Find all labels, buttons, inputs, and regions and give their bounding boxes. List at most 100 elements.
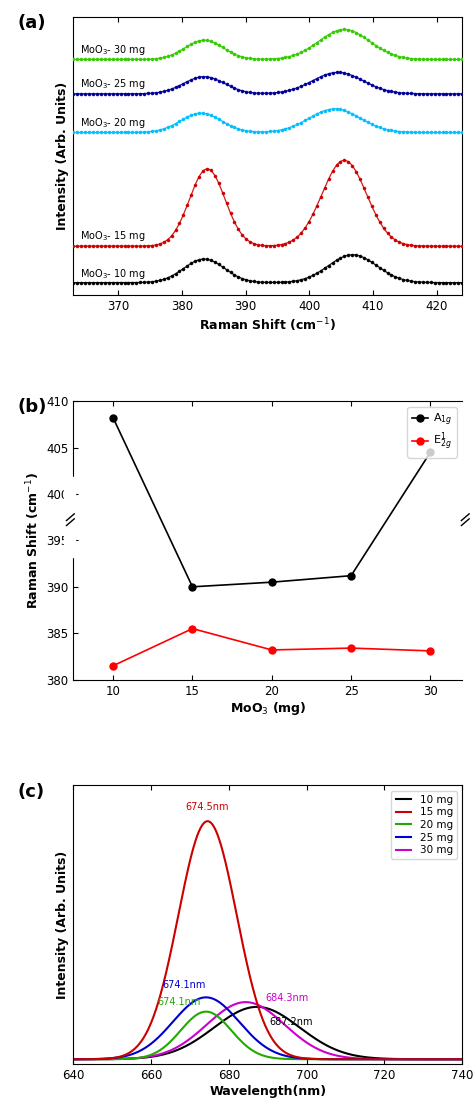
Point xyxy=(415,50,423,68)
Point xyxy=(431,123,438,141)
Point xyxy=(176,112,183,130)
Point xyxy=(117,123,124,141)
Point xyxy=(121,85,128,103)
Point xyxy=(133,123,140,141)
Y-axis label: Intensity (Arb. Units): Intensity (Arb. Units) xyxy=(56,82,69,231)
Point xyxy=(309,37,317,55)
Point xyxy=(333,157,340,175)
Point xyxy=(183,196,191,214)
Point xyxy=(148,273,156,291)
Point xyxy=(305,268,313,286)
Point xyxy=(137,273,144,291)
Point xyxy=(447,273,454,291)
Point xyxy=(364,31,372,49)
Point xyxy=(70,123,77,141)
Point xyxy=(133,273,140,291)
Point xyxy=(187,106,195,124)
Point xyxy=(305,39,313,57)
Point xyxy=(392,122,399,140)
Point xyxy=(137,50,144,68)
Point xyxy=(101,123,109,141)
Point xyxy=(274,236,282,254)
Point xyxy=(183,73,191,91)
Point xyxy=(113,50,120,68)
X-axis label: MoO$_3$ (mg): MoO$_3$ (mg) xyxy=(229,700,306,717)
Point xyxy=(231,213,238,231)
Point xyxy=(172,264,179,282)
Point xyxy=(78,273,85,291)
Point xyxy=(176,214,183,232)
Point xyxy=(109,273,117,291)
Point xyxy=(388,45,395,63)
Point xyxy=(128,85,136,103)
Point xyxy=(317,103,325,121)
Point xyxy=(235,268,242,286)
Point xyxy=(195,104,203,122)
Point xyxy=(376,119,383,137)
Point xyxy=(341,151,348,169)
Point xyxy=(128,50,136,68)
Point xyxy=(325,170,332,188)
Legend: 10 mg, 15 mg, 20 mg, 25 mg, 30 mg: 10 mg, 15 mg, 20 mg, 25 mg, 30 mg xyxy=(392,791,457,859)
Point xyxy=(274,49,282,67)
Point xyxy=(73,123,81,141)
Point xyxy=(73,273,81,291)
Point xyxy=(219,258,227,276)
Point xyxy=(411,236,419,254)
Point xyxy=(183,256,191,274)
Point xyxy=(105,50,113,68)
Point xyxy=(164,47,172,65)
Point xyxy=(419,50,427,68)
Point xyxy=(455,273,462,291)
Point xyxy=(85,273,93,291)
Point xyxy=(219,184,227,202)
Point xyxy=(333,64,340,82)
Point xyxy=(78,237,85,255)
Point xyxy=(395,48,403,66)
Point xyxy=(262,123,270,141)
Point xyxy=(317,188,325,206)
Point xyxy=(97,237,105,255)
Point xyxy=(133,50,140,68)
Y-axis label: Intensity (Arb. Units): Intensity (Arb. Units) xyxy=(56,850,69,999)
Point xyxy=(439,85,447,103)
Point xyxy=(168,116,175,134)
Point xyxy=(447,50,454,68)
Point xyxy=(407,236,415,254)
Y-axis label: Raman Shift (cm$^{-1}$): Raman Shift (cm$^{-1}$) xyxy=(25,472,42,609)
A$_{1g}$ xyxy=(348,569,354,582)
Point xyxy=(345,152,352,170)
Point xyxy=(352,68,360,86)
Point xyxy=(325,101,332,119)
Point xyxy=(282,82,289,100)
Point xyxy=(435,273,442,291)
E$^{1}_{2g}$ xyxy=(428,644,433,657)
Point xyxy=(93,273,101,291)
Point xyxy=(293,45,301,63)
Point xyxy=(458,50,466,68)
Point xyxy=(144,123,152,141)
Point xyxy=(352,162,360,180)
Point xyxy=(297,271,305,289)
Point xyxy=(321,179,328,197)
Point xyxy=(164,269,172,287)
Point xyxy=(85,123,93,141)
Point xyxy=(345,103,352,121)
Point xyxy=(258,50,266,68)
Point xyxy=(199,162,207,180)
Point xyxy=(117,237,124,255)
Point xyxy=(368,115,375,133)
Point xyxy=(290,231,297,249)
Point xyxy=(140,85,148,103)
Point xyxy=(423,50,430,68)
Point xyxy=(301,41,309,59)
Point xyxy=(443,273,450,291)
Text: MoO$_3$- 25 mg: MoO$_3$- 25 mg xyxy=(80,77,146,91)
Point xyxy=(364,251,372,269)
Point xyxy=(140,237,148,255)
Point xyxy=(180,40,187,58)
Point xyxy=(250,50,258,68)
Point xyxy=(70,50,77,68)
Point xyxy=(329,24,337,41)
Point xyxy=(450,123,458,141)
